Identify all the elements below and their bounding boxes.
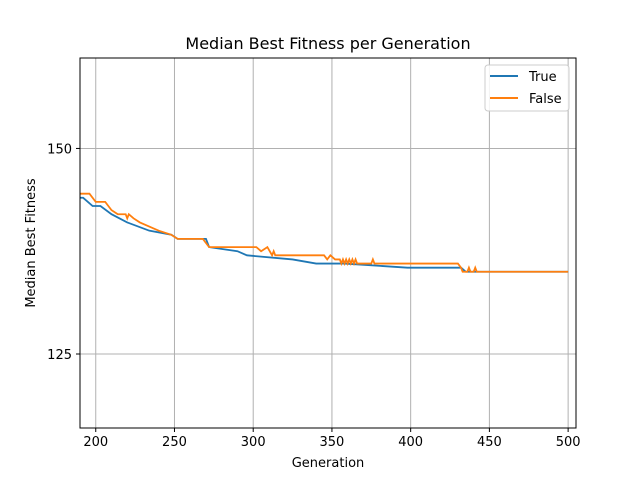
x-tick-label: 200 [83,435,108,450]
series-line-true [80,196,569,273]
x-tick-label: 300 [241,435,266,450]
x-axis-label: Generation [292,456,365,471]
x-tick-label: 350 [320,435,345,450]
x-tick-label: 400 [398,435,423,450]
x-tick-label: 450 [477,435,502,450]
x-tick-label: 500 [556,435,581,450]
series-line-false [80,192,569,273]
x-axis-ticks: 200 250 300 350 400 450 500 [83,428,581,450]
legend: True False [484,64,570,112]
x-tick-label: 250 [162,435,187,450]
y-tick-label: 150 [47,142,72,157]
series-layer [80,192,569,273]
y-tick-label: 125 [47,348,72,363]
legend-label-true: True [528,70,557,85]
y-axis-ticks: 125 150 [47,142,80,363]
legend-label-false: False [529,92,562,107]
chart-title: Median Best Fitness per Generation [185,34,470,53]
grid [80,58,576,428]
plot-frame [79,57,577,429]
y-axis-label: Median Best Fitness [24,178,39,308]
